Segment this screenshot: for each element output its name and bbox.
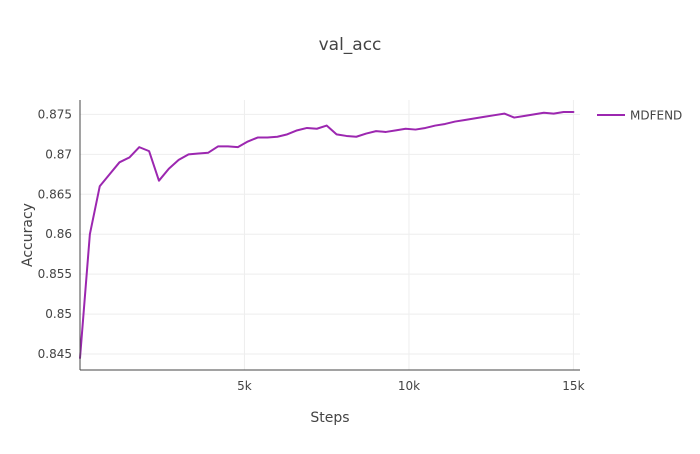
- data-point[interactable]: [295, 128, 299, 132]
- y-tick-labels: 0.845 0.85 0.855 0.86 0.865 0.87 0.875: [38, 107, 72, 361]
- data-point[interactable]: [414, 128, 418, 132]
- data-point[interactable]: [394, 128, 398, 132]
- data-point[interactable]: [147, 149, 151, 153]
- legend[interactable]: MDFEND: [597, 109, 682, 123]
- x-tick-label: 10k: [398, 379, 420, 393]
- data-point[interactable]: [502, 112, 506, 116]
- data-point[interactable]: [98, 184, 102, 188]
- axis-layer: [79, 100, 580, 371]
- data-point[interactable]: [137, 145, 141, 149]
- data-point[interactable]: [196, 152, 200, 156]
- grid-layer: [80, 100, 580, 370]
- data-point[interactable]: [443, 122, 447, 126]
- data-point[interactable]: [483, 115, 487, 119]
- data-point[interactable]: [305, 126, 309, 130]
- data-point[interactable]: [522, 114, 526, 118]
- data-point[interactable]: [463, 118, 467, 122]
- data-point[interactable]: [364, 132, 368, 136]
- data-point[interactable]: [315, 127, 319, 131]
- data-point[interactable]: [206, 151, 210, 155]
- data-point[interactable]: [256, 136, 260, 140]
- y-tick-label: 0.86: [45, 227, 72, 241]
- data-point[interactable]: [187, 152, 191, 156]
- data-point[interactable]: [423, 126, 427, 130]
- data-point[interactable]: [492, 113, 496, 117]
- data-point[interactable]: [542, 111, 546, 115]
- data-point[interactable]: [266, 136, 270, 140]
- data-point[interactable]: [285, 132, 289, 136]
- y-tick-label: 0.85: [45, 307, 72, 321]
- data-point[interactable]: [473, 116, 477, 120]
- data-point[interactable]: [433, 124, 437, 128]
- data-point[interactable]: [275, 135, 279, 139]
- y-tick-label: 0.875: [38, 107, 72, 121]
- data-point[interactable]: [226, 144, 230, 148]
- data-point[interactable]: [562, 110, 566, 114]
- data-point[interactable]: [157, 179, 161, 183]
- y-tick-label: 0.865: [38, 187, 72, 201]
- data-point[interactable]: [532, 112, 536, 116]
- x-axis-title: Steps: [310, 410, 349, 426]
- data-point[interactable]: [374, 129, 378, 133]
- data-point[interactable]: [354, 135, 358, 139]
- data-point[interactable]: [127, 156, 131, 160]
- series-layer: [79, 110, 575, 360]
- data-point[interactable]: [246, 140, 250, 144]
- y-axis-title: Accuracy: [20, 203, 36, 267]
- data-point[interactable]: [512, 116, 516, 120]
- data-point[interactable]: [177, 158, 181, 162]
- y-tick-label: 0.845: [38, 347, 72, 361]
- legend-label-mdfend: MDFEND: [630, 109, 682, 123]
- series-line-mdfend[interactable]: [79, 110, 575, 360]
- x-tick-labels: 5k 10k 15k: [237, 379, 584, 393]
- data-point[interactable]: [216, 144, 220, 148]
- data-point[interactable]: [571, 110, 575, 114]
- data-point[interactable]: [384, 130, 388, 134]
- data-point[interactable]: [88, 232, 92, 236]
- y-tick-label: 0.855: [38, 267, 72, 281]
- data-point[interactable]: [167, 167, 171, 171]
- data-point[interactable]: [344, 134, 348, 138]
- y-tick-label: 0.87: [45, 147, 72, 161]
- chart-title: val_acc: [319, 35, 382, 55]
- x-tick-label: 15k: [562, 379, 584, 393]
- data-point[interactable]: [404, 127, 408, 131]
- data-point[interactable]: [335, 132, 339, 136]
- data-point[interactable]: [552, 112, 556, 116]
- data-point[interactable]: [453, 120, 457, 124]
- data-point[interactable]: [236, 145, 240, 149]
- data-point[interactable]: [108, 172, 112, 176]
- x-tick-label: 5k: [237, 379, 252, 393]
- data-point[interactable]: [117, 160, 121, 164]
- data-point[interactable]: [325, 124, 329, 128]
